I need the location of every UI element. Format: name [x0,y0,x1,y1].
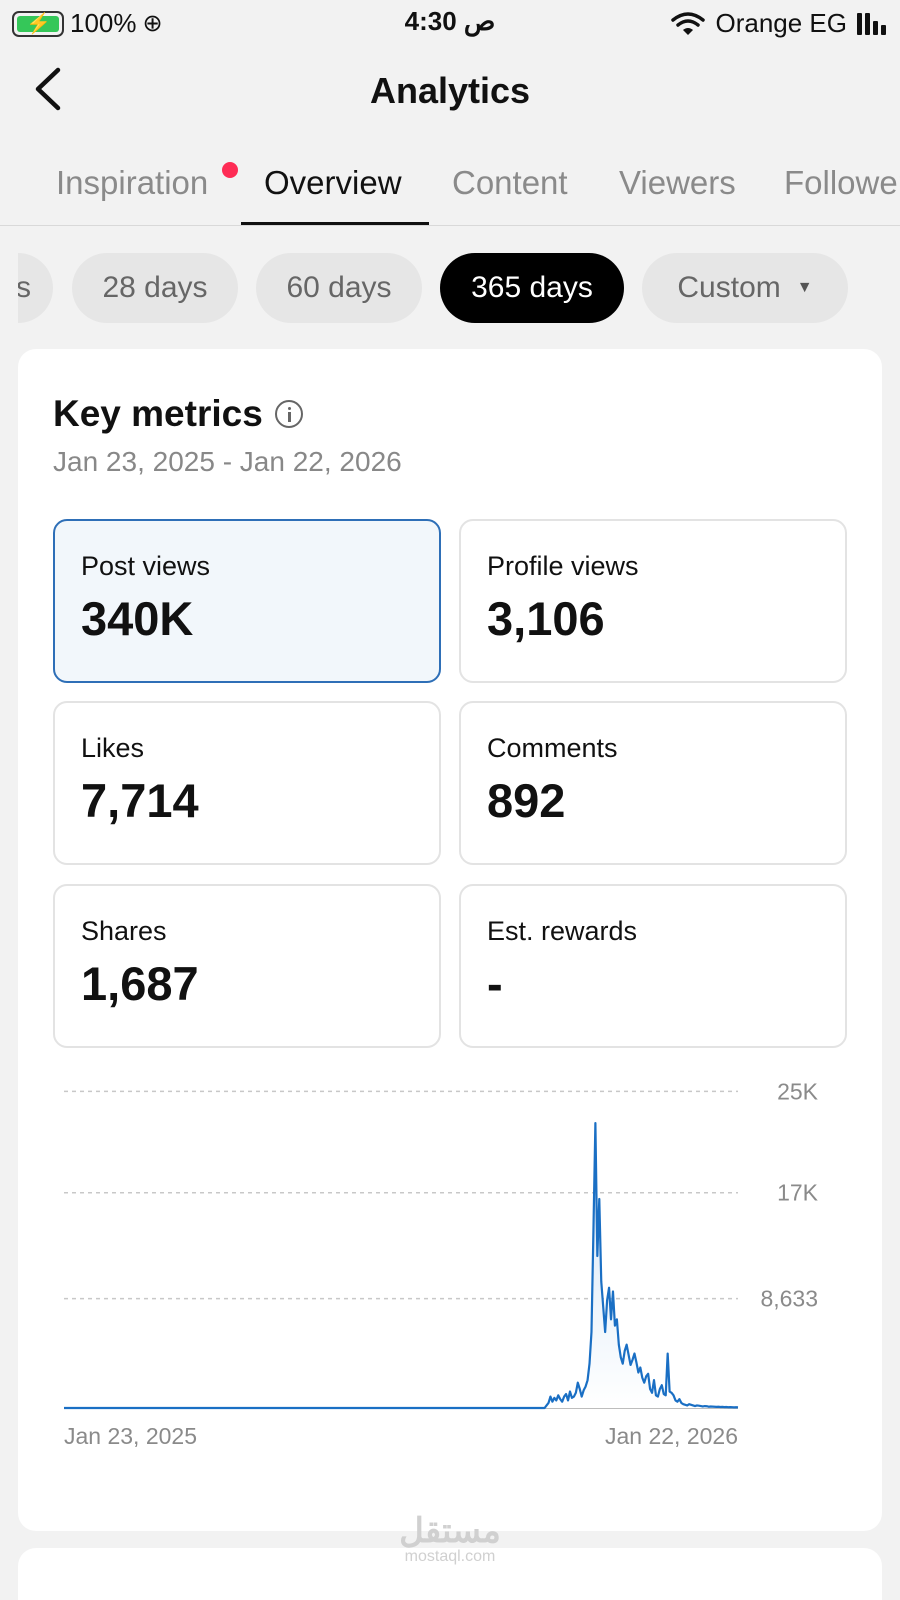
tab-viewers[interactable]: Viewers [619,164,736,201]
metric-label: Est. rewards [487,916,638,946]
metric-likes[interactable]: Likes 7,714 [53,701,441,865]
metric-comments[interactable]: Comments 892 [459,701,847,865]
caret-down-icon: ▼ [796,279,813,296]
metric-value: 1,687 [81,957,199,1010]
app-header: Analytics [0,56,900,126]
status-time: 4:30 ص [404,6,496,36]
rotation-lock-icon: ⊕ [142,10,163,37]
range-60-days[interactable]: 60 days [256,253,422,323]
watermark-arabic: مستقل [399,1512,501,1550]
active-tab-indicator [241,222,429,225]
post-views-chart[interactable]: 25K 17K 8,633 Jan 23, 2025 Jan 22, 2026 [18,349,882,1531]
metric-value: 892 [487,774,566,827]
metric-value: 7,714 [81,774,199,827]
metric-label: Likes [81,733,145,763]
metric-value: - [487,957,503,1010]
metric-value: 3,106 [487,592,605,645]
battery-icon: ⚡ [12,10,64,37]
tab-inspiration[interactable]: Inspiration [56,164,209,201]
tab-overview[interactable]: Overview [264,164,402,201]
status-right: Orange EG [671,8,886,39]
x-tick-label-start: Jan 23, 2025 [64,1423,197,1449]
range-365-days[interactable]: 365 days [440,253,624,323]
metric-label: Shares [81,916,167,946]
series-line [64,1121,739,1410]
key-metrics-title: Key metrics [53,393,263,434]
key-metrics-card: Key metrics Jan 23, 2025 - Jan 22, 2026 … [18,349,882,1531]
metric-post-views[interactable]: Post views 340K [53,519,441,683]
range-7-days[interactable]: 7 days [18,253,53,323]
status-left: ⚡ 100% ⊕ [12,8,163,39]
y-tick-label: 8,633 [760,1286,818,1312]
metric-est-rewards[interactable]: Est. rewards - [459,884,847,1048]
signal-icon [857,12,886,35]
key-metrics-heading: Key metrics [53,393,303,435]
watermark: مستقل mostaql.com [0,1513,900,1565]
wifi-icon [671,11,706,35]
next-card [18,1548,882,1600]
y-tick-label: 17K [777,1180,819,1206]
range-custom[interactable]: Custom ▼ [642,253,848,323]
tab-content[interactable]: Content [452,164,568,201]
y-tick-label: 25K [777,1078,819,1104]
battery-percent: 100% [70,8,137,38]
metric-shares[interactable]: Shares 1,687 [53,884,441,1048]
tab-followers[interactable]: Followers [784,164,900,201]
carrier-name: Orange EG [715,8,847,38]
metric-label: Profile views [487,551,639,581]
back-arrow-icon[interactable] [30,66,70,112]
metric-profile-views[interactable]: Profile views 3,106 [459,519,847,683]
info-icon[interactable] [274,400,303,428]
notification-dot [222,162,238,178]
date-range-selector: 7 days 28 days 60 days 365 days Custom ▼ [18,253,900,323]
watermark-latin: mostaql.com [404,1548,496,1565]
metric-label: Comments [487,733,618,763]
status-bar: ⚡ 100% ⊕ 4:30 ص Orange EG [0,0,900,46]
page-title: Analytics [369,70,531,111]
metric-label: Post views [81,551,211,581]
key-metrics-date-range: Jan 23, 2025 - Jan 22, 2026 [53,446,402,477]
x-tick-label-end: Jan 22, 2026 [605,1423,738,1449]
tab-bar: Inspiration Overview Content Viewers Fol… [0,140,900,226]
metric-value: 340K [81,592,194,645]
range-custom-label: Custom [677,271,781,304]
range-28-days[interactable]: 28 days [72,253,238,323]
